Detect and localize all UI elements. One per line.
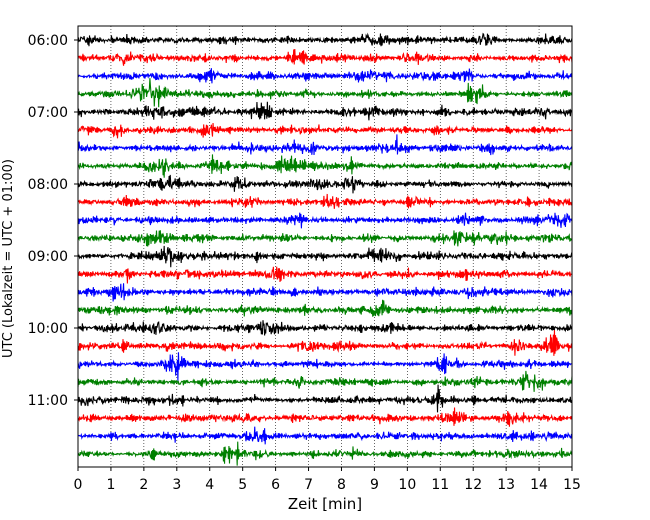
- x-tick-label-4: 4: [205, 477, 214, 493]
- trace-0930: [77, 283, 573, 302]
- trace-0730: [77, 134, 573, 156]
- trace-0900: [77, 245, 573, 268]
- trace-0700: [77, 101, 573, 121]
- x-axis-label: Zeit [min]: [288, 495, 362, 513]
- trace-1100: [77, 384, 573, 413]
- trace-1045: [77, 370, 573, 392]
- x-tick-label-3: 3: [172, 477, 181, 493]
- x-ticks: 0 1 2 3 4 5 6 7 8 9 10 11 12 13 14 15: [74, 467, 581, 493]
- x-tick-label-15: 15: [563, 477, 581, 493]
- trace-0630: [77, 68, 573, 84]
- x-tick-label-11: 11: [431, 477, 449, 493]
- x-tick-label-9: 9: [370, 477, 379, 493]
- trace-0645: [77, 78, 573, 108]
- x-tick-label-8: 8: [337, 477, 346, 493]
- y-tick-label-0600: 06:00: [28, 33, 68, 49]
- trace-0615: [77, 48, 573, 66]
- trace-1130: [77, 426, 573, 445]
- trace-1015: [77, 330, 573, 356]
- x-tick-label-2: 2: [139, 477, 148, 493]
- x-tick-label-1: 1: [106, 477, 115, 493]
- trace-0745: [77, 154, 573, 178]
- x-tick-label-0: 0: [74, 477, 83, 493]
- x-tick-label-13: 13: [497, 477, 515, 493]
- trace-0600: [77, 32, 573, 47]
- x-tick-label-6: 6: [271, 477, 280, 493]
- x-tick-label-12: 12: [464, 477, 482, 493]
- trace-0845: [77, 230, 573, 247]
- trace-1000: [77, 320, 573, 336]
- trace-1115: [77, 407, 573, 427]
- x-tick-label-14: 14: [530, 477, 548, 493]
- trace-0800: [77, 174, 573, 194]
- trace-0915: [77, 266, 573, 284]
- trace-0830: [77, 212, 573, 229]
- traces: [77, 32, 573, 466]
- y-axis-label: UTC (Lokalzeit = UTC + 01:00): [1, 159, 16, 358]
- y-tick-label-0700: 07:00: [28, 105, 68, 121]
- trace-1145: [77, 441, 573, 466]
- x-tick-label-5: 5: [238, 477, 247, 493]
- y-tick-label-0800: 08:00: [28, 177, 68, 193]
- y-tick-label-1000: 10:00: [28, 321, 68, 337]
- y-tick-label-0900: 09:00: [28, 249, 68, 265]
- x-tick-label-10: 10: [398, 477, 416, 493]
- y-tick-label-1100: 11:00: [28, 393, 68, 409]
- x-tick-label-7: 7: [304, 477, 313, 493]
- trace-0815: [77, 193, 573, 209]
- trace-1030: [77, 352, 573, 381]
- y-ticks: 06:00 07:00 08:00 09:00 10:00 11:00: [28, 33, 78, 409]
- trace-0945: [77, 299, 573, 317]
- trace-0715: [77, 123, 573, 139]
- plot-frame: [77, 25, 573, 468]
